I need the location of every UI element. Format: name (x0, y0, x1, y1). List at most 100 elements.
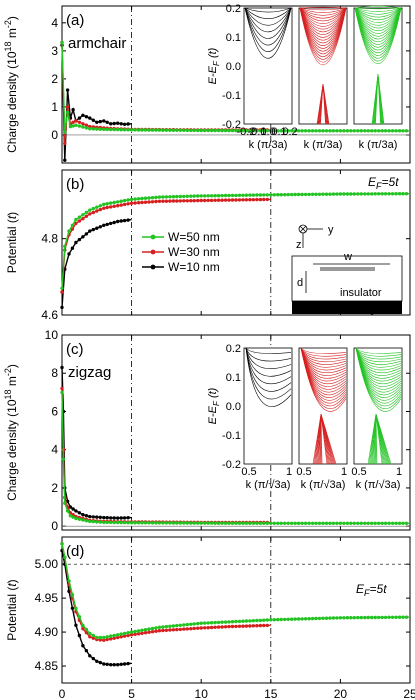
data-point (321, 616, 325, 620)
data-point (178, 199, 182, 203)
data-point (140, 631, 144, 635)
data-point (209, 198, 214, 203)
data-point (265, 623, 269, 628)
band-curve (300, 347, 347, 412)
data-point (251, 193, 256, 197)
data-point (147, 630, 151, 634)
data-point (185, 521, 189, 525)
data-point (283, 617, 287, 622)
data-point (290, 617, 294, 621)
band-curve (244, 7, 292, 59)
data-point (248, 198, 252, 202)
data-point (161, 195, 165, 199)
data-point (196, 621, 200, 626)
data-point (119, 520, 123, 525)
data-point (363, 192, 367, 196)
data-point (380, 521, 384, 525)
series-w10nm (60, 365, 132, 520)
legend-label: W=10 nm (168, 260, 220, 274)
data-point (276, 129, 280, 133)
inset-box-1: 0.5 1k (π/√3a) (241, 347, 293, 491)
data-point (161, 521, 165, 525)
band-curve (299, 7, 347, 22)
data-point (255, 129, 259, 133)
data-point (109, 663, 113, 667)
data-point (223, 198, 228, 202)
data-point (102, 662, 106, 666)
data-point (119, 203, 123, 207)
data-point (370, 192, 374, 196)
data-point (119, 635, 123, 639)
data-point (296, 521, 301, 525)
legend-marker (150, 249, 156, 255)
data-point (65, 88, 70, 92)
band-curve (299, 7, 347, 38)
data-point (272, 618, 276, 622)
data-point (175, 627, 179, 632)
data-point (129, 521, 134, 525)
data-point (317, 521, 322, 525)
data-point (192, 199, 196, 203)
data-point (74, 217, 78, 222)
data-point (168, 128, 172, 132)
data-point (63, 130, 67, 134)
data-point (366, 129, 370, 133)
data-point (116, 127, 120, 132)
y-tick-label: 2 (51, 481, 58, 495)
data-point (328, 521, 332, 525)
data-point (164, 128, 169, 132)
data-point (84, 514, 89, 518)
data-point (102, 202, 106, 206)
data-point (136, 201, 141, 205)
data-point (241, 193, 245, 197)
data-point (129, 128, 134, 132)
inset-x-label: k (π/3a) (359, 139, 398, 151)
data-point (102, 206, 106, 210)
data-point (290, 192, 294, 197)
data-point (206, 194, 210, 198)
band-curve (300, 347, 347, 357)
data-point (237, 128, 242, 133)
data-point (150, 200, 155, 204)
data-point (109, 205, 113, 209)
band-curve (355, 347, 402, 360)
data-point (324, 521, 329, 525)
inset-box-1: -0.2-0.10.00.10.2k (π/3a) (237, 7, 298, 151)
data-point (377, 129, 381, 133)
data-point (81, 518, 85, 522)
data-point (95, 205, 99, 209)
band-curve (299, 7, 347, 41)
data-point (116, 633, 120, 637)
gate-bar (292, 301, 402, 314)
data-point (209, 521, 214, 525)
data-point (255, 521, 259, 525)
data-point (168, 521, 172, 525)
data-point (199, 521, 203, 525)
series-line (61, 218, 132, 308)
data-point (98, 660, 103, 665)
data-point (102, 515, 106, 520)
band-curve (245, 347, 292, 362)
band-curve (354, 7, 402, 34)
data-point (157, 625, 162, 629)
y-tick-label: 3 (51, 44, 58, 58)
data-point (136, 632, 141, 636)
data-point (175, 623, 179, 628)
series-w10nm (60, 43, 132, 162)
data-point (223, 128, 228, 133)
data-point (290, 129, 294, 133)
data-point (338, 616, 343, 620)
data-point (359, 521, 363, 525)
data-point (251, 619, 256, 623)
data-point (241, 619, 245, 623)
data-point (216, 625, 221, 629)
data-point (331, 616, 336, 620)
data-point (143, 628, 148, 632)
data-point (401, 129, 405, 133)
data-point (189, 194, 193, 198)
data-point (175, 521, 179, 525)
data-point (91, 210, 96, 215)
data-point (68, 124, 73, 129)
y-tick-label: 0 (51, 519, 58, 533)
data-point (88, 127, 92, 131)
